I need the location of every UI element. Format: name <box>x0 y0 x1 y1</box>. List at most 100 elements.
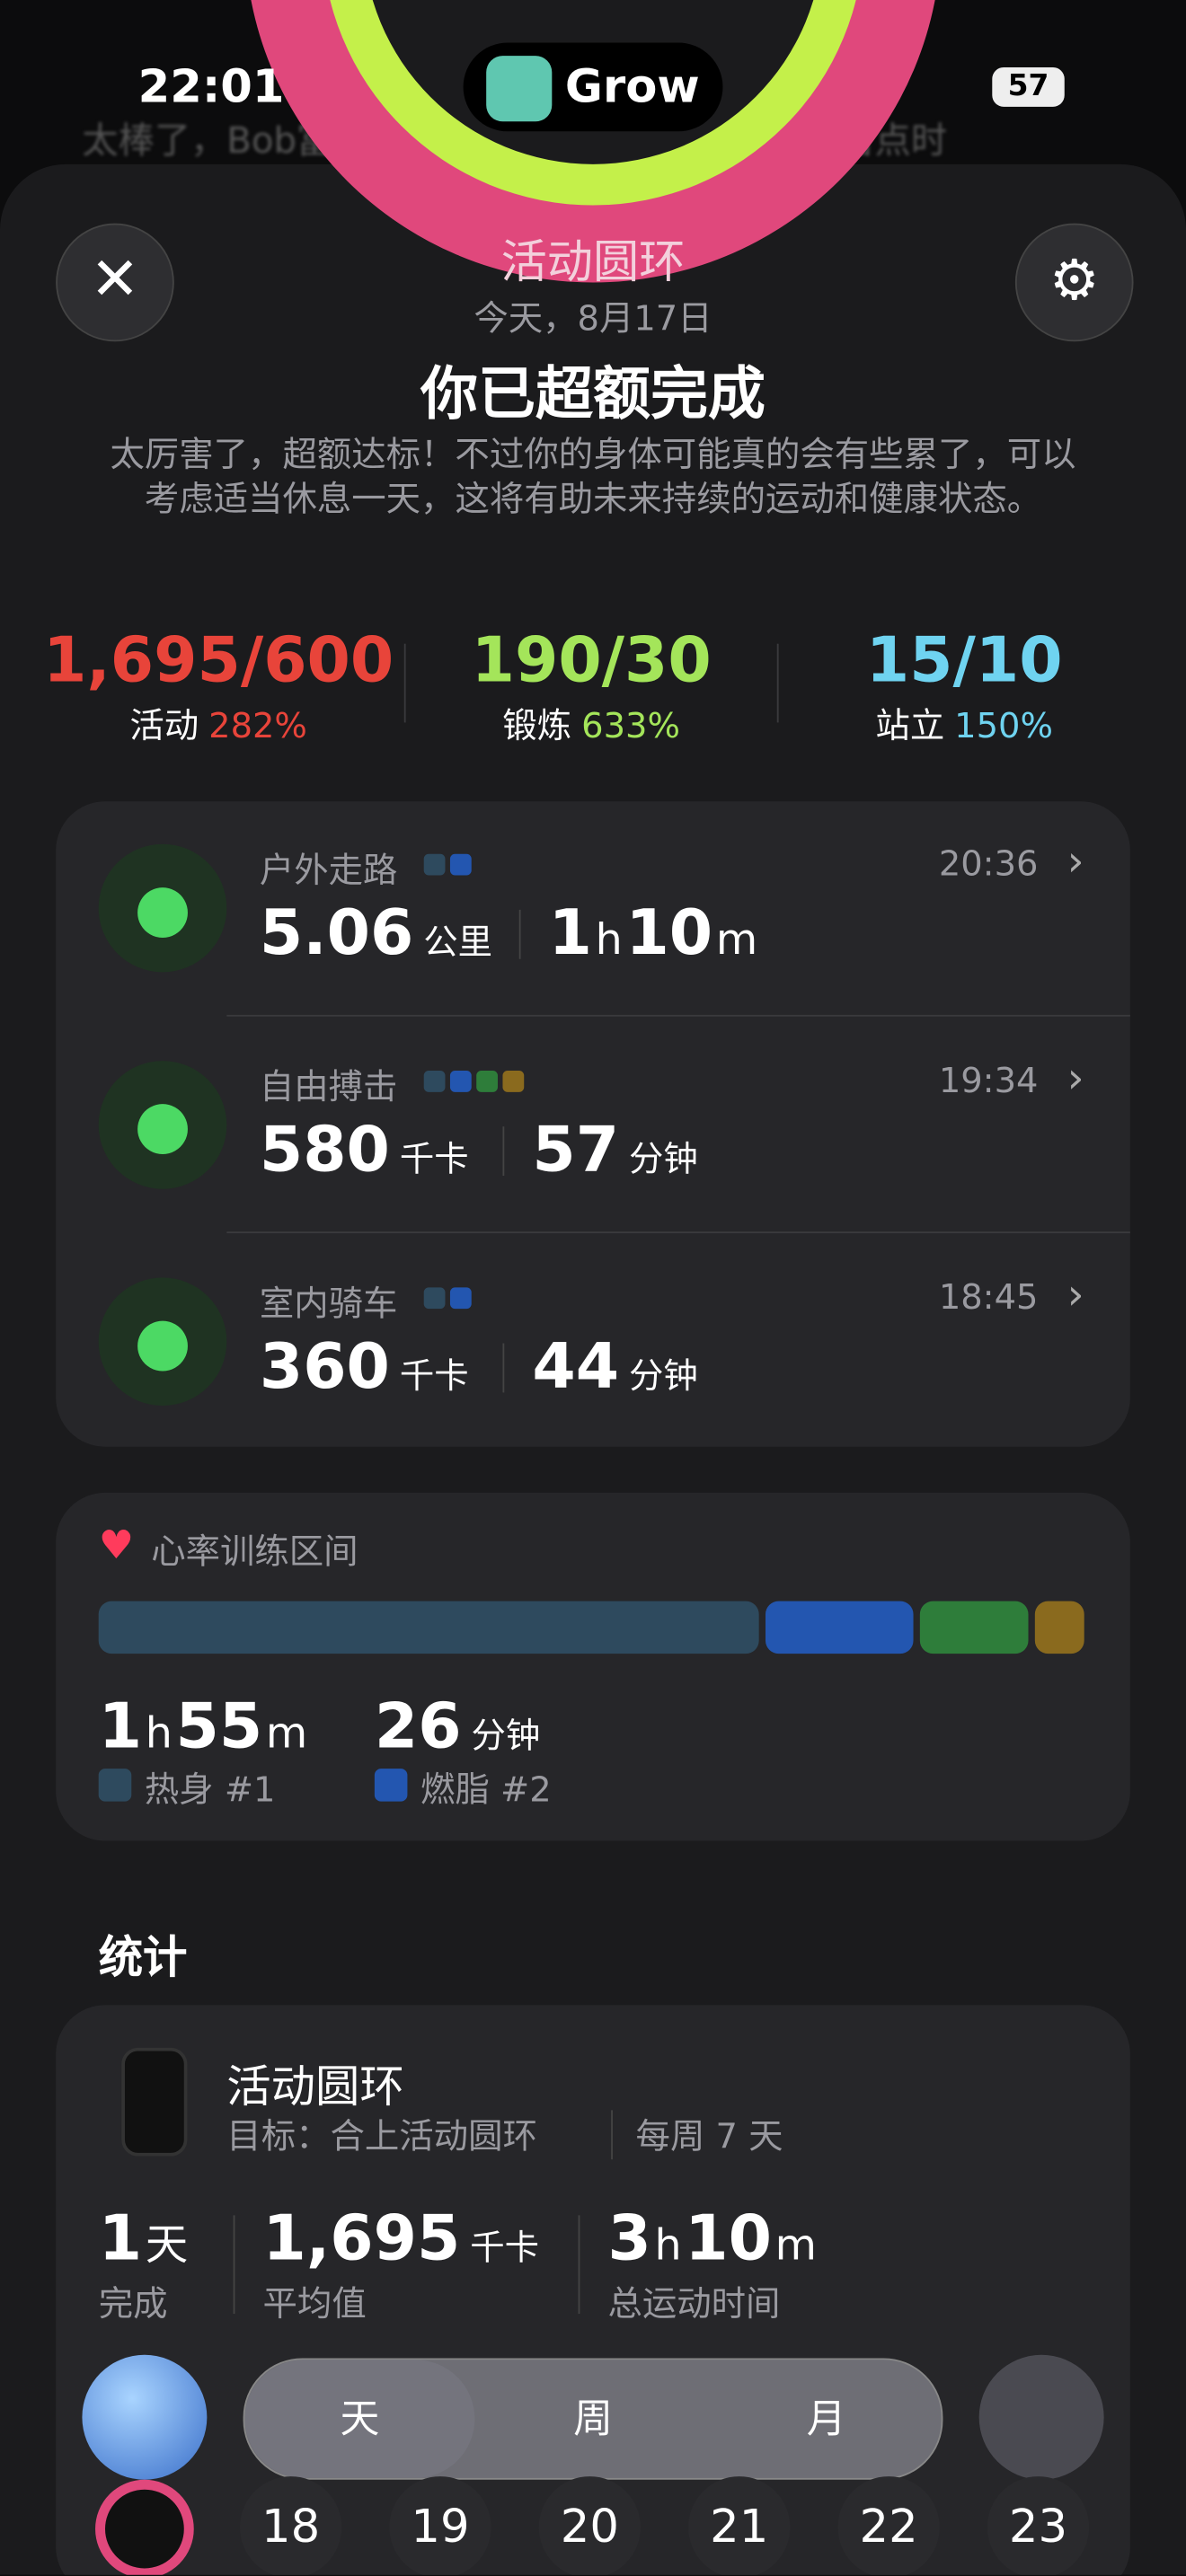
value: 1 h55 m <box>99 1689 311 1761</box>
goal-value: 190/30 <box>471 623 712 697</box>
divider <box>502 1126 505 1177</box>
date[interactable]: 23 <box>987 2476 1090 2575</box>
value: 360 千卡 <box>260 1330 479 1402</box>
workout-icon: ● <box>98 1061 227 1189</box>
workout-name: 室内骑车 <box>259 1284 398 1324</box>
zone-swatch <box>374 1769 408 1802</box>
zone-dot <box>449 1071 472 1092</box>
unit: h <box>145 1709 173 1760</box>
ring-label: 活动圆环 <box>500 234 686 289</box>
goal-name: 活动 <box>129 706 199 746</box>
tab[interactable]: 天 <box>244 2360 475 2478</box>
unit: m <box>715 916 758 966</box>
goal-label: 锻炼 633% <box>411 700 772 749</box>
unit: 千卡 <box>470 2228 540 2268</box>
chevron: › <box>1067 1271 1084 1320</box>
number: 55 <box>175 1689 263 1762</box>
value: 1 h10 m <box>549 896 761 968</box>
number: 1,695 <box>262 2201 461 2275</box>
goal-label: 站立 150% <box>783 700 1145 749</box>
goal-percent: 633% <box>581 706 680 746</box>
date[interactable]: 21 <box>688 2476 791 2575</box>
zone-dot <box>476 1071 498 1092</box>
heart-card: ♥ 心率训练区间 1 h55 m 热身 #1 26 分钟 燃脂 #2 <box>56 1492 1130 1841</box>
zone-segment <box>1035 1601 1084 1654</box>
zone-label: 燃脂 #2 <box>420 1769 552 1810</box>
goal-name: 锻炼 <box>502 706 572 746</box>
stats-card-title: 活动圆环 <box>226 2062 404 2114</box>
next-button[interactable] <box>978 2354 1104 2480</box>
number: 1 <box>98 2201 143 2275</box>
divider <box>403 643 406 723</box>
chevron: › <box>1067 837 1084 887</box>
app-icon <box>486 56 553 122</box>
zone-segment <box>766 1601 913 1654</box>
value: 1,695 千卡 <box>263 2202 549 2274</box>
value: 44 分钟 <box>532 1330 707 1402</box>
goal-value: 15/10 <box>865 623 1063 697</box>
prev-button[interactable] <box>82 2354 208 2480</box>
stat-label: 平均值 <box>262 2284 367 2325</box>
divider <box>776 643 779 723</box>
tab[interactable]: 月 <box>806 2395 846 2442</box>
number: 26 <box>374 1689 462 1762</box>
zone-segment <box>98 1601 760 1654</box>
zone-dot <box>449 1287 472 1310</box>
number: 1 <box>98 1689 143 1762</box>
stat-label: 总运动时间 <box>607 2284 781 2325</box>
unit: 分钟 <box>629 1356 698 1397</box>
number: 3 <box>607 2201 651 2275</box>
number: 57 <box>532 1113 620 1187</box>
date[interactable]: 18 <box>239 2476 342 2575</box>
battery: 57 <box>992 66 1065 107</box>
unit: 公里 <box>423 922 493 963</box>
zone-dot <box>423 1071 446 1092</box>
divider <box>518 909 521 959</box>
value: 26 分钟 <box>375 1689 550 1761</box>
tab-bar: 天周月 <box>243 2358 943 2480</box>
number: 10 <box>685 2201 772 2275</box>
unit: 分钟 <box>471 1716 541 1756</box>
number: 10 <box>625 896 713 969</box>
workout-time: 18:45 <box>938 1277 1039 1318</box>
date[interactable]: 20 <box>538 2476 642 2575</box>
heart-icon: ♥ <box>98 1522 135 1569</box>
value: 580 千卡 <box>260 1114 479 1186</box>
value: 57 分钟 <box>532 1114 707 1186</box>
goal-value: 1,695/600 <box>43 623 394 697</box>
close-button[interactable]: ✕ <box>56 223 174 342</box>
value: 5.06 公里 <box>260 896 502 968</box>
goal-percent: 282% <box>208 706 307 746</box>
date[interactable]: 22 <box>837 2476 940 2575</box>
divider <box>502 1343 505 1393</box>
chevron: › <box>1067 1054 1084 1104</box>
unit: h <box>595 916 623 966</box>
unit: 千卡 <box>399 1356 469 1397</box>
workout-card: ● 户外走路 20:36 › 5.06 公里 1 h10 m ● 自由搏击 19:34 › 580 千卡 57… <box>56 801 1130 1447</box>
number: 44 <box>532 1329 620 1403</box>
unit: 天 <box>145 2221 189 2272</box>
time: 22:01 <box>137 58 285 114</box>
stat-label: 完成 <box>98 2284 168 2325</box>
workout-icon: ● <box>98 1277 227 1407</box>
workout-name: 自由搏击 <box>259 1067 398 1107</box>
settings-button[interactable]: ⚙ <box>1014 223 1134 342</box>
zone-dot <box>423 853 446 876</box>
workout-time: 20:36 <box>938 843 1039 884</box>
tab[interactable]: 周 <box>573 2395 613 2442</box>
number: 360 <box>259 1329 390 1403</box>
goal-label: 活动 282% <box>38 700 399 749</box>
workout-name: 户外走路 <box>259 851 398 890</box>
unit: 千卡 <box>399 1139 469 1179</box>
divider <box>578 2215 580 2315</box>
stats-freq: 每周 7 天 <box>611 2110 783 2160</box>
divider <box>233 2215 235 2315</box>
description: 太厉害了，超额达标！不过你的身体可能真的会有些累了，可以考虑适当休息一天，这将有… <box>110 435 1076 519</box>
number: 5.06 <box>259 896 414 969</box>
watch-icon <box>121 2047 188 2157</box>
app-name: Grow <box>564 58 700 114</box>
zone-segment <box>919 1601 1029 1654</box>
date[interactable]: 19 <box>389 2476 491 2575</box>
